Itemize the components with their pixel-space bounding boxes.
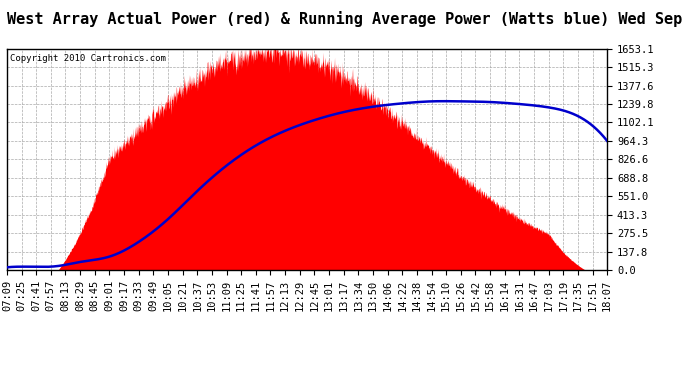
Text: Copyright 2010 Cartronics.com: Copyright 2010 Cartronics.com — [10, 54, 166, 63]
Text: West Array Actual Power (red) & Running Average Power (Watts blue) Wed Sep 29 18: West Array Actual Power (red) & Running … — [7, 11, 690, 27]
